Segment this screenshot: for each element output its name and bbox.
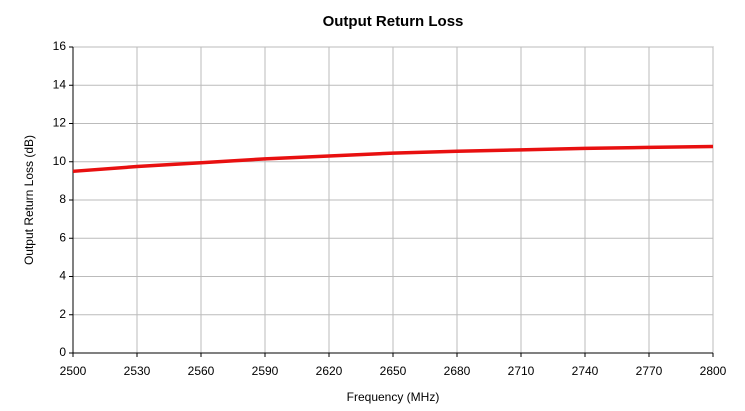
x-tick-label: 2560: [188, 364, 215, 378]
x-tick-label: 2770: [636, 364, 663, 378]
y-tick-label: 12: [53, 116, 67, 130]
x-tick-label: 2740: [572, 364, 599, 378]
y-tick-label: 6: [59, 230, 66, 244]
line-series: [72, 144, 714, 174]
x-tick-label: 2800: [700, 364, 727, 378]
y-tick-label: 10: [53, 154, 67, 168]
x-tick-label: 2710: [508, 364, 535, 378]
y-tick-label: 16: [53, 39, 67, 53]
y-tick-label: 14: [53, 77, 67, 91]
x-tick-label: 2590: [252, 364, 279, 378]
x-axis-label: Frequency (MHz): [347, 390, 440, 404]
x-tick-label: 2500: [60, 364, 87, 378]
x-tick-label: 2680: [444, 364, 471, 378]
y-tick-label: 8: [59, 192, 66, 206]
y-axis-label: Output Return Loss (dB): [22, 135, 36, 265]
y-tick-label: 4: [59, 269, 66, 283]
x-tick-label: 2650: [380, 364, 407, 378]
x-tick-label: 2620: [316, 364, 343, 378]
chart-title: Output Return Loss: [323, 13, 464, 30]
y-tick-label: 2: [59, 307, 66, 321]
y-tick-label: 0: [59, 345, 66, 359]
x-tick-label: 2530: [124, 364, 151, 378]
